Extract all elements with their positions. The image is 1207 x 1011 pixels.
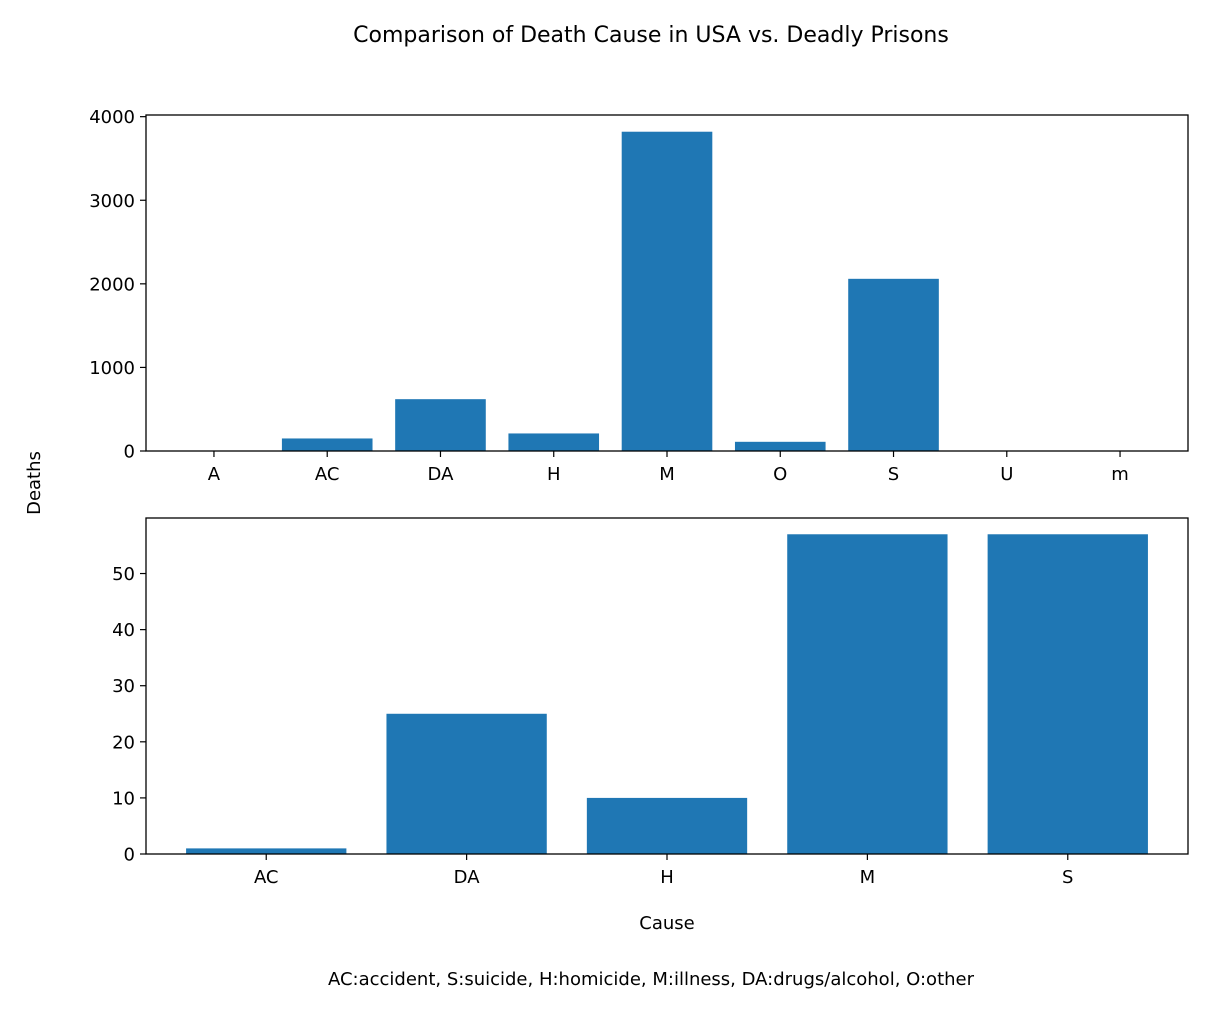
top-x-tick-label: S xyxy=(888,464,899,485)
top-y-tick-label: 4000 xyxy=(89,107,135,128)
bottom-y-tick-label: 20 xyxy=(112,732,135,753)
bottom-y-tick-label: 30 xyxy=(112,676,135,697)
top-x-tick-label: U xyxy=(1000,464,1013,485)
top-bar-S xyxy=(848,278,939,451)
y-axis-label: Deaths xyxy=(24,451,45,515)
bottom-bar-M xyxy=(787,534,948,854)
top-x-tick-label: A xyxy=(208,464,221,485)
top-y-tick-label: 0 xyxy=(124,442,135,463)
bottom-chart-prisons: AC DA H M S 0 10 20 30 40 50 xyxy=(112,517,1189,888)
bottom-y-tick-label: 10 xyxy=(112,788,135,809)
bottom-y-tick-label: 50 xyxy=(112,564,135,585)
top-x-tick-label: m xyxy=(1111,464,1129,485)
top-y-tick-label: 1000 xyxy=(89,358,135,379)
bottom-x-tick-label: H xyxy=(660,867,674,888)
bottom-bar-S xyxy=(987,534,1148,854)
bottom-x-tick-label: AC xyxy=(254,867,279,888)
top-y-tick-label: 3000 xyxy=(89,191,135,212)
legend-caption: AC:accident, S:suicide, H:homicide, M:il… xyxy=(328,969,975,990)
top-bar-O xyxy=(734,441,826,451)
top-x-tick-label: O xyxy=(773,464,787,485)
top-x-tick-label: M xyxy=(659,464,675,485)
top-bar-H xyxy=(508,433,600,451)
bottom-y-tick-label: 40 xyxy=(112,620,135,641)
bottom-x-tick-label: S xyxy=(1062,867,1073,888)
top-bar-M xyxy=(621,131,713,451)
top-x-tick-label: DA xyxy=(428,464,455,485)
bottom-x-tick-label: M xyxy=(860,867,876,888)
bottom-bar-AC xyxy=(186,848,347,854)
bottom-y-tick-label: 0 xyxy=(124,845,135,866)
bottom-bar-DA xyxy=(386,713,547,854)
x-axis-label: Cause xyxy=(639,913,694,934)
top-x-tick-label: H xyxy=(547,464,561,485)
top-x-tick-label: AC xyxy=(315,464,340,485)
top-bar-AC xyxy=(281,438,373,451)
figure-title: Comparison of Death Cause in USA vs. Dea… xyxy=(353,23,949,48)
bottom-x-tick-label: DA xyxy=(454,867,481,888)
bottom-bar-H xyxy=(586,797,748,854)
top-bar-DA xyxy=(395,399,486,451)
top-y-tick-label: 2000 xyxy=(89,274,135,295)
